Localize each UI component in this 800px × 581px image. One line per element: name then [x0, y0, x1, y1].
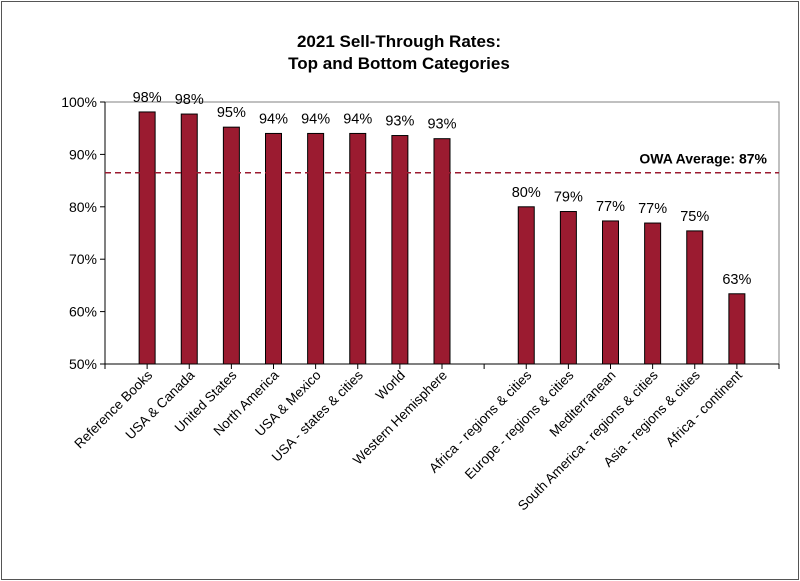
bar — [349, 132, 367, 365]
data-label: 95% — [217, 105, 246, 121]
data-label: 94% — [343, 111, 372, 127]
y-tick-label: 90% — [69, 146, 97, 162]
plot-area: 50% 60% 70% 80% 90% 100% 98% Reference Books 98%… — [61, 90, 780, 513]
bar — [517, 206, 535, 365]
category-label: World — [373, 368, 408, 403]
bar — [307, 132, 325, 365]
bar — [222, 126, 240, 365]
data-label: 98% — [175, 92, 204, 108]
data-label: 94% — [259, 111, 288, 127]
bar — [265, 132, 282, 365]
bar — [138, 111, 156, 365]
y-tick-label: 80% — [69, 199, 97, 215]
data-label: 93% — [385, 114, 414, 130]
y-tick-label: 50% — [69, 356, 97, 372]
owa-average-label: OWA Average: 87% — [639, 151, 767, 167]
y-tick-label: 70% — [69, 251, 97, 267]
data-label: 77% — [638, 201, 667, 217]
data-label: 80% — [512, 185, 541, 201]
data-label: 63% — [722, 272, 751, 288]
y-tick-label: 60% — [69, 304, 97, 320]
bar — [686, 230, 704, 365]
bar — [391, 135, 409, 365]
bar — [728, 293, 746, 365]
data-label: 98% — [133, 90, 162, 106]
data-label: 94% — [301, 111, 330, 127]
chart-subtitle: Top and Bottom Categories — [288, 54, 510, 73]
y-tick-label: 100% — [61, 94, 97, 110]
data-label: 93% — [427, 117, 456, 133]
data-label: 75% — [680, 209, 709, 225]
bar — [180, 113, 198, 365]
bar — [602, 220, 619, 365]
bar — [433, 138, 451, 365]
data-label: 77% — [596, 199, 625, 215]
bar — [559, 211, 577, 365]
bar — [644, 222, 662, 365]
category-label: Reference Books — [71, 367, 155, 451]
chart-title: 2021 Sell-Through Rates: — [297, 32, 501, 51]
data-label: 79% — [554, 190, 583, 206]
category-label: Africa - continent — [663, 367, 745, 449]
